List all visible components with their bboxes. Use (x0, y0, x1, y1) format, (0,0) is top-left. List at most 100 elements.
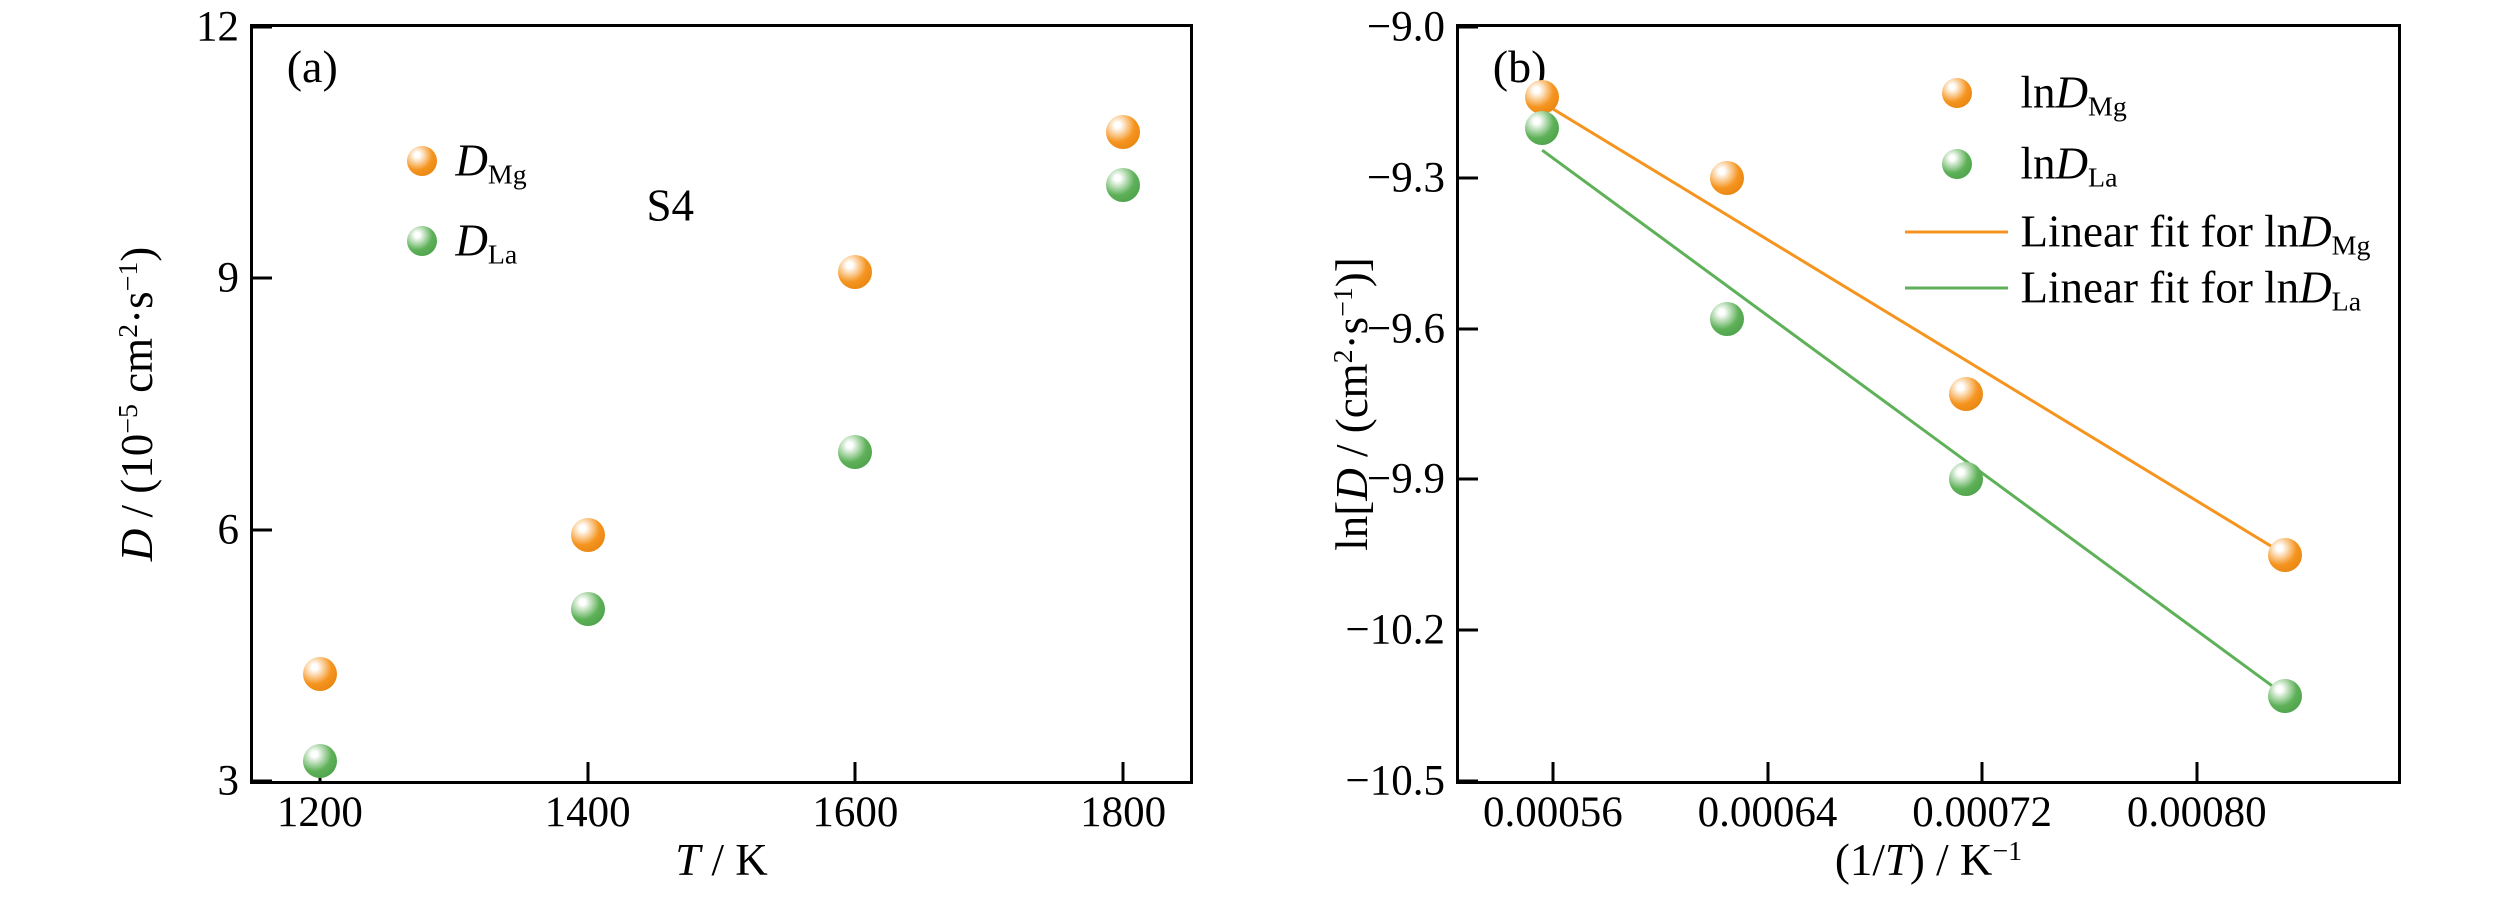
x-axis-tick-label: 0.00056 (1483, 789, 1623, 836)
y-axis-tick (253, 276, 272, 280)
scatter-point-D_Mg (838, 254, 873, 289)
label-fragment: La (2088, 162, 2118, 194)
label-fragment: cm (112, 337, 162, 405)
legend-label-fit-mg: Linear fit for lnDMg (2020, 206, 2371, 260)
y-axis-tick (1459, 477, 1478, 481)
label-fragment: 2 (1327, 349, 1359, 364)
legend-label-dmg: DMg (455, 138, 526, 189)
label-fragment: T (1884, 835, 1910, 885)
label-fragment: ) (112, 246, 162, 262)
label-fragment: 2 (112, 323, 144, 338)
x-axis-tick-label: 0.00072 (1912, 789, 2053, 836)
label-fragment: ln[ (1327, 500, 1377, 551)
label-fragment: / (cm (1327, 363, 1377, 469)
scatter-point-D_La (1106, 167, 1141, 202)
y-axis-tick (253, 779, 272, 783)
x-axis-tick (586, 762, 590, 781)
x-axis-tick-label: 1600 (812, 789, 899, 836)
label-fragment: D (2299, 262, 2332, 313)
scatter-point-lnD_Mg (1710, 160, 1745, 195)
label-fragment: D (2055, 138, 2089, 189)
legend-marker-dmg-icon (406, 146, 437, 177)
label-fragment: ·s (112, 291, 162, 324)
y-axis-tick (1459, 25, 1478, 29)
x-axis-tick (853, 762, 857, 781)
scatter-point-D_Mg (302, 656, 337, 691)
label-fragment: T (675, 835, 701, 885)
fit-lines-layer (1459, 27, 2398, 781)
legend-label-fit-la: Linear fit for lnDLa (2020, 262, 2362, 316)
legend-marker-dla-icon (406, 226, 437, 257)
x-axis-tick-label: 1400 (544, 789, 631, 836)
panel-a-y-axis-label: D / (10−5 cm2·s−1) (112, 24, 167, 784)
panel-b-x-axis-label: (1/T) / K−1 (1456, 835, 2401, 890)
linear-fit-line (1542, 150, 2285, 695)
label-fragment: Linear fit for ln (2020, 206, 2300, 257)
y-axis-tick-label: 6 (217, 506, 240, 554)
scatter-point-lnD_La (2268, 678, 2303, 713)
x-axis-tick-label: 0.00080 (2126, 789, 2267, 836)
legend-label-lndla: lnDLa (2020, 138, 2118, 192)
label-fragment: ln (2020, 138, 2056, 189)
legend-marker-lndmg-icon (1941, 78, 1972, 109)
x-axis-tick (1121, 762, 1125, 781)
legend-line-fit-la-icon (1905, 286, 2009, 290)
y-axis-tick-label: −10.2 (1345, 606, 1445, 654)
legend-label-lndmg: lnDMg (2020, 67, 2127, 121)
label-fragment: / (10 (112, 433, 162, 529)
scatter-point-lnD_Mg (1525, 80, 1560, 115)
panel-a-plot-area: (a) S4 DMg DLa 1200 1400 1600 1800 3 6 9 12 (196, 6, 1193, 834)
legend-line-fit-mg-icon (1905, 230, 2009, 234)
scatter-point-D_Mg (570, 517, 605, 552)
label-fragment: −1 (1327, 287, 1359, 317)
y-axis-tick-label: −9.3 (1366, 154, 1445, 202)
y-axis-tick-label: −9.6 (1366, 305, 1445, 353)
x-axis-tick-label: 1200 (276, 789, 363, 836)
y-axis-tick-label: 3 (217, 757, 240, 805)
label-fragment: ) / K (1909, 835, 1993, 885)
y-axis-tick (253, 528, 272, 532)
x-axis-tick (1980, 762, 1984, 781)
y-axis-tick (1459, 176, 1478, 180)
y-axis-tick-label: −9.9 (1366, 455, 1445, 503)
y-axis-tick (1459, 327, 1478, 331)
scatter-point-D_La (302, 743, 337, 778)
y-axis-tick-label: 9 (217, 254, 240, 302)
label-fragment: −1 (112, 261, 144, 292)
scatter-point-D_La (838, 434, 873, 469)
label-fragment: La (487, 239, 518, 271)
x-axis-tick-label: 1800 (1080, 789, 1167, 836)
label-fragment: −1 (1992, 835, 2023, 867)
x-axis-tick-label: 0.00064 (1697, 789, 1838, 836)
y-axis-tick (1459, 779, 1478, 783)
linear-fit-line (1542, 102, 2285, 554)
x-axis-tick (2195, 762, 2199, 781)
label-fragment: D (2299, 206, 2332, 257)
scatter-point-lnD_La (1710, 301, 1745, 336)
y-axis-tick (253, 25, 272, 29)
label-fragment: La (2331, 286, 2362, 318)
label-fragment: D (2055, 67, 2089, 118)
panel-b-plot-area: (b) lnDMg lnDLa Linear fit for lnDMg Lin… (1345, 6, 2401, 834)
y-axis-tick (1459, 628, 1478, 632)
label-fragment: / K (700, 835, 768, 885)
label-fragment: Mg (2331, 230, 2371, 262)
y-axis-tick-label: −9.0 (1366, 3, 1445, 51)
scatter-point-D_Mg (1106, 114, 1141, 149)
label-fragment: )] (1327, 257, 1377, 288)
label-fragment: (1/ (1834, 835, 1885, 885)
label-fragment: −5 (112, 404, 144, 434)
scatter-point-D_La (570, 592, 605, 627)
label-fragment: D (455, 215, 488, 266)
scatter-point-lnD_Mg (1949, 376, 1984, 411)
legend-label-dla: DLa (455, 215, 517, 269)
legend-marker-lndla-icon (1941, 149, 1972, 180)
panel-a-annotation-s4: S4 (646, 180, 695, 231)
scatter-point-lnD_La (1525, 110, 1560, 145)
label-fragment: Linear fit for ln (2020, 262, 2300, 313)
y-axis-tick-label: −10.5 (1345, 757, 1445, 805)
x-axis-tick (1551, 762, 1555, 781)
x-axis-tick (1766, 762, 1770, 781)
label-fragment: ln (2020, 67, 2056, 118)
